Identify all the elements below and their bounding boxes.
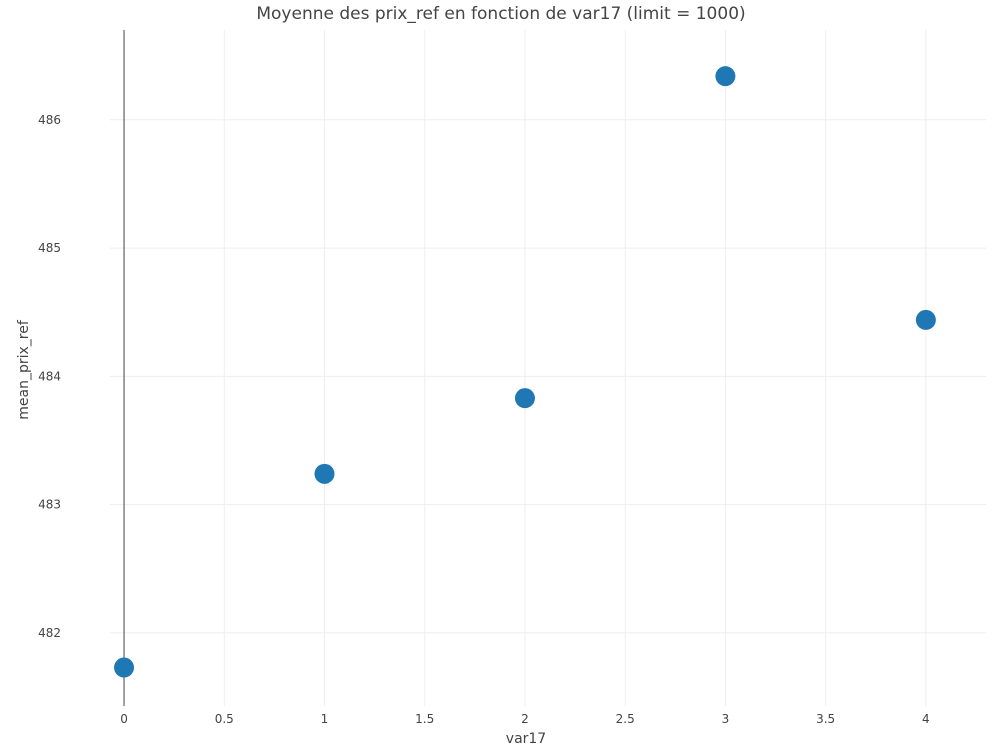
y-tick-label: 484 [38, 369, 61, 383]
data-point[interactable] [915, 309, 936, 330]
y-tick-label: 483 [38, 498, 61, 512]
data-point[interactable] [314, 463, 335, 484]
data-points[interactable] [114, 66, 936, 678]
chart-title: Moyenne des prix_ref en fonction de var1… [256, 4, 745, 24]
data-point[interactable] [514, 388, 535, 409]
x-tick-label: 1 [321, 712, 329, 726]
x-axis-title: var17 [506, 731, 546, 744]
data-point[interactable] [114, 657, 135, 678]
y-tick-label: 486 [38, 113, 61, 127]
data-point[interactable] [715, 66, 736, 87]
x-tick-label: 3.5 [816, 712, 835, 726]
y-tick-label: 482 [38, 626, 61, 640]
grid [110, 30, 986, 706]
x-tick-label: 4 [922, 712, 930, 726]
axes: 0 0.5 1 1.5 2 2.5 3 3.5 4 482 483 484 485 486 [38, 30, 930, 726]
x-tick-label: 2.5 [616, 712, 635, 726]
x-tick-label: 1.5 [415, 712, 434, 726]
x-tick-label: 0 [120, 712, 128, 726]
x-tick-label: 0.5 [215, 712, 234, 726]
y-tick-label: 485 [38, 241, 61, 255]
x-tick-label: 2 [521, 712, 529, 726]
y-axis-title: mean_prix_ref [16, 319, 32, 420]
x-tick-label: 3 [722, 712, 730, 726]
